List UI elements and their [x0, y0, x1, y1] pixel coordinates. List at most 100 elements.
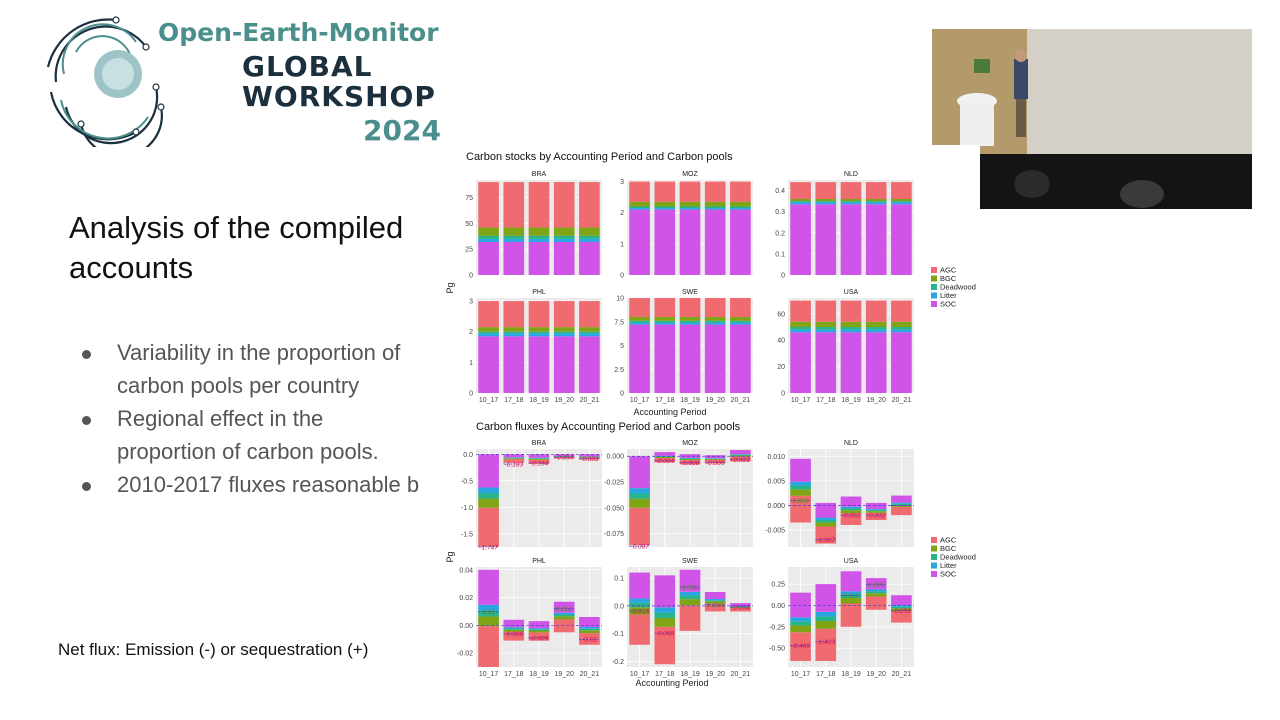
bar-segment-litter	[478, 238, 499, 242]
bar-segment-litter	[865, 509, 887, 511]
bar-segment-litter	[553, 455, 575, 457]
legend-label: BGC	[940, 274, 957, 283]
y-tick-label: -0.005	[765, 527, 785, 534]
bar-segment-deadwood	[629, 206, 650, 209]
legend-swatch-soc	[931, 301, 937, 307]
bar-segment-deadwood	[815, 327, 837, 330]
bar-segment-agc	[478, 507, 499, 547]
facet-label: SWE	[682, 558, 698, 565]
facet-strip	[627, 438, 753, 448]
bar-segment-deadwood	[654, 612, 676, 618]
bar-segment-deadwood	[478, 493, 499, 499]
bar-segment-agc	[790, 300, 811, 322]
stocks-chart-title: Carbon stocks by Accounting Period and C…	[466, 151, 733, 163]
bar-segment-bgc	[790, 199, 811, 202]
x-tick-label: 10_17	[479, 397, 499, 404]
bar-segment-soc	[840, 332, 862, 393]
x-tick-label: 20_21	[892, 397, 912, 404]
y-tick-label: -0.5	[461, 478, 473, 485]
net-flux-value-label: 0.005	[707, 602, 724, 609]
bar-segment-agc	[730, 607, 751, 612]
legend-label: Litter	[940, 561, 957, 570]
facet-strip	[627, 556, 753, 566]
bar-segment-soc	[528, 241, 550, 275]
y-tick-label: 0.010	[767, 454, 785, 461]
legend-swatch-agc	[931, 537, 937, 543]
facet-label: PHL	[532, 289, 546, 296]
legend-label: AGC	[940, 536, 957, 545]
bar-segment-litter	[478, 333, 499, 337]
bar-segment-deadwood	[730, 320, 751, 323]
slide-title: Analysis of the compiled accounts	[69, 210, 404, 285]
bar-segment-bgc	[679, 317, 701, 321]
facet-label: SWE	[682, 289, 698, 296]
facet-panel-moz: MOZ 0 1 2 3	[620, 169, 753, 280]
x-tick-label: 19_20	[554, 397, 574, 404]
bar-segment-bgc	[528, 227, 550, 236]
facet-strip	[627, 287, 753, 297]
bar-segment-agc	[579, 457, 600, 460]
y-tick-label: 0.0	[614, 603, 624, 610]
x-tick-label: 18_19	[680, 397, 700, 404]
bar-segment-deadwood	[704, 320, 726, 323]
bar-segment-litter	[553, 238, 575, 242]
bar-segment-soc	[478, 569, 499, 605]
net-flux-value-label: -0.469	[791, 643, 810, 650]
bar-segment-soc	[579, 617, 600, 627]
bar-segment-soc	[553, 241, 575, 275]
bar-segment-deadwood	[865, 591, 887, 594]
x-tick-label: 18_19	[841, 397, 861, 404]
bar-segment-agc	[679, 460, 701, 465]
bar-segment-bgc	[478, 327, 499, 332]
y-tick-label: 0	[469, 391, 473, 398]
y-tick-label: 2	[620, 210, 624, 217]
bar-segment-deadwood	[629, 320, 650, 323]
y-tick-label: 0.00	[459, 623, 473, 630]
bar-segment-bgc	[815, 522, 837, 527]
net-flux-value-label: 0.012	[556, 606, 573, 613]
y-tick-label: 2.5	[614, 367, 624, 374]
bar-segment-litter	[503, 457, 525, 458]
bar-segment-litter	[730, 322, 751, 325]
bar-segment-deadwood	[730, 454, 751, 456]
y-tick-label: 0.1	[775, 251, 785, 258]
bar-segment-bgc	[478, 227, 499, 236]
x-tick-label: 20_21	[892, 671, 912, 678]
bar-segment-litter	[704, 322, 726, 325]
net-flux-value-label: 0.01	[482, 609, 495, 616]
y-tick-label: -0.02	[457, 651, 473, 658]
bar-segment-soc	[629, 456, 650, 489]
bar-segment-litter	[679, 322, 701, 325]
bar-segment-deadwood	[730, 606, 751, 608]
bar-segment-soc	[865, 578, 887, 590]
bar-segment-bgc	[629, 607, 650, 615]
net-flux-value-label: 0.068	[682, 585, 699, 592]
bar-segment-deadwood	[503, 331, 525, 334]
bar-segment-deadwood	[840, 508, 862, 511]
facet-strip	[788, 287, 914, 297]
x-tick-label: 10_17	[479, 671, 499, 678]
bar-segment-bgc	[865, 199, 887, 202]
bar-segment-litter	[478, 604, 499, 611]
bar-segment-bgc	[478, 616, 499, 627]
bar-segment-soc	[840, 496, 862, 507]
bar-segment-deadwood	[478, 610, 499, 617]
y-tick-label: 0.000	[767, 503, 785, 510]
bar-segment-litter	[704, 458, 726, 459]
y-tick-label: -0.075	[604, 531, 624, 538]
bar-segment-litter	[730, 606, 751, 607]
bar-segment-litter	[704, 599, 726, 601]
bar-segment-agc	[679, 181, 701, 202]
bar-segment-bgc	[654, 618, 676, 627]
y-tick-label: 5	[620, 343, 624, 350]
bar-segment-soc	[503, 336, 525, 393]
facet-label: NLD	[844, 171, 858, 178]
bar-segment-deadwood	[815, 201, 837, 203]
bar-segment-agc	[790, 495, 811, 523]
legend-label: SOC	[940, 570, 957, 579]
bar-segment-soc	[704, 592, 726, 599]
bar-segment-bgc	[553, 227, 575, 236]
brand-line-workshop: WORKSHOP	[242, 80, 436, 113]
bar-segment-agc	[553, 182, 575, 228]
x-tick-label: 17_18	[655, 671, 675, 678]
